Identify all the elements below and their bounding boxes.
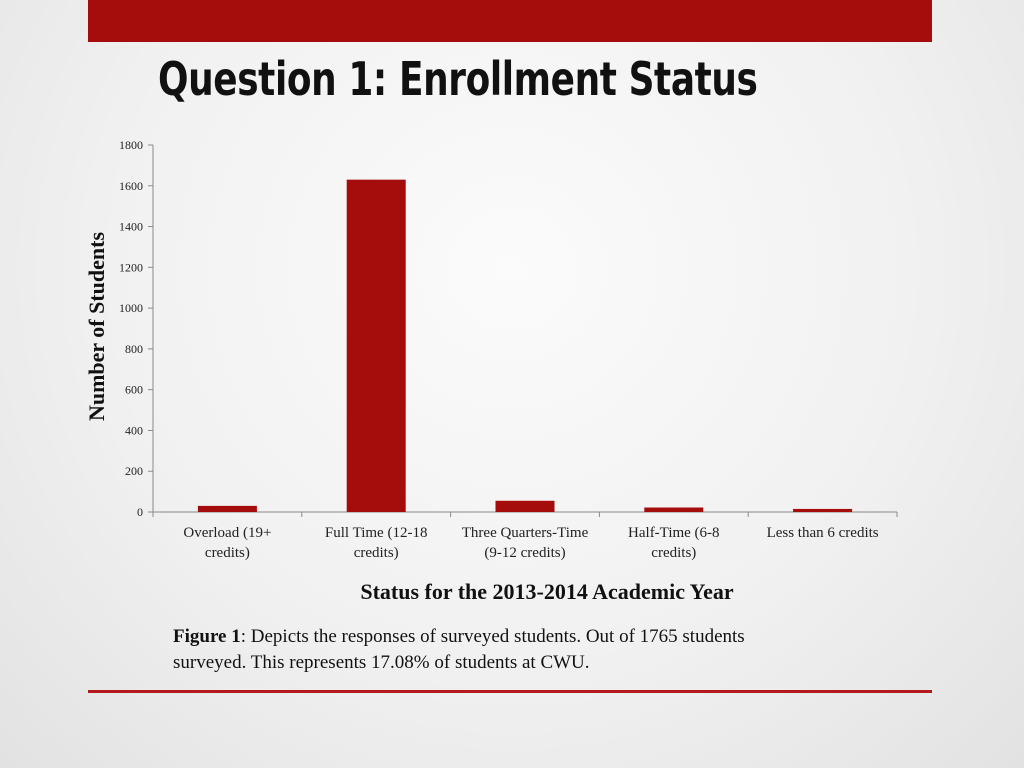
- bar: [793, 508, 853, 512]
- x-tick-label: Overload (19+: [183, 525, 271, 541]
- y-axis-title: Number of Students: [84, 232, 109, 422]
- x-tick-label: credits): [354, 545, 399, 561]
- figure-caption: Figure 1: Depicts the responses of surve…: [173, 624, 813, 676]
- bar: [197, 505, 257, 512]
- x-tick-label: Three Quarters-Time: [462, 525, 589, 541]
- y-tick-label: 0: [137, 505, 143, 519]
- bar: [644, 507, 704, 512]
- x-tick-label: Full Time (12-18: [325, 525, 428, 541]
- figure-caption-text: : Depicts the responses of surveyed stud…: [173, 626, 745, 673]
- x-tick-label: credits): [205, 545, 250, 561]
- x-tick-label: Less than 6 credits: [767, 525, 879, 541]
- x-tick-label: credits): [651, 545, 696, 561]
- y-tick-label: 800: [125, 342, 143, 356]
- enrollment-bar-chart: 0 200 400 600 800 1000 1200 1400 1600 1800 Overloa…: [84, 138, 898, 604]
- x-tick-label: Half-Time (6-8: [628, 525, 720, 541]
- top-accent-bar: [88, 0, 932, 42]
- y-tick-label: 1600: [119, 179, 143, 193]
- y-tick-label: 200: [125, 464, 143, 478]
- y-tick-label: 1400: [119, 220, 143, 234]
- y-tick-label: 400: [125, 423, 143, 437]
- x-tick-label: (9-12 credits): [484, 545, 565, 561]
- y-tick-label: 1800: [119, 138, 143, 152]
- bar: [346, 179, 406, 512]
- figure-label: Figure 1: [173, 626, 241, 647]
- y-tick-label: 1000: [119, 301, 143, 315]
- y-tick-label: 600: [125, 383, 143, 397]
- slide-title: Question 1: Enrollment Status: [158, 52, 758, 106]
- bar: [495, 500, 555, 512]
- x-axis-title: Status for the 2013-2014 Academic Year: [360, 579, 734, 604]
- bottom-accent-rule: [88, 690, 932, 693]
- y-tick-label: 1200: [119, 260, 143, 274]
